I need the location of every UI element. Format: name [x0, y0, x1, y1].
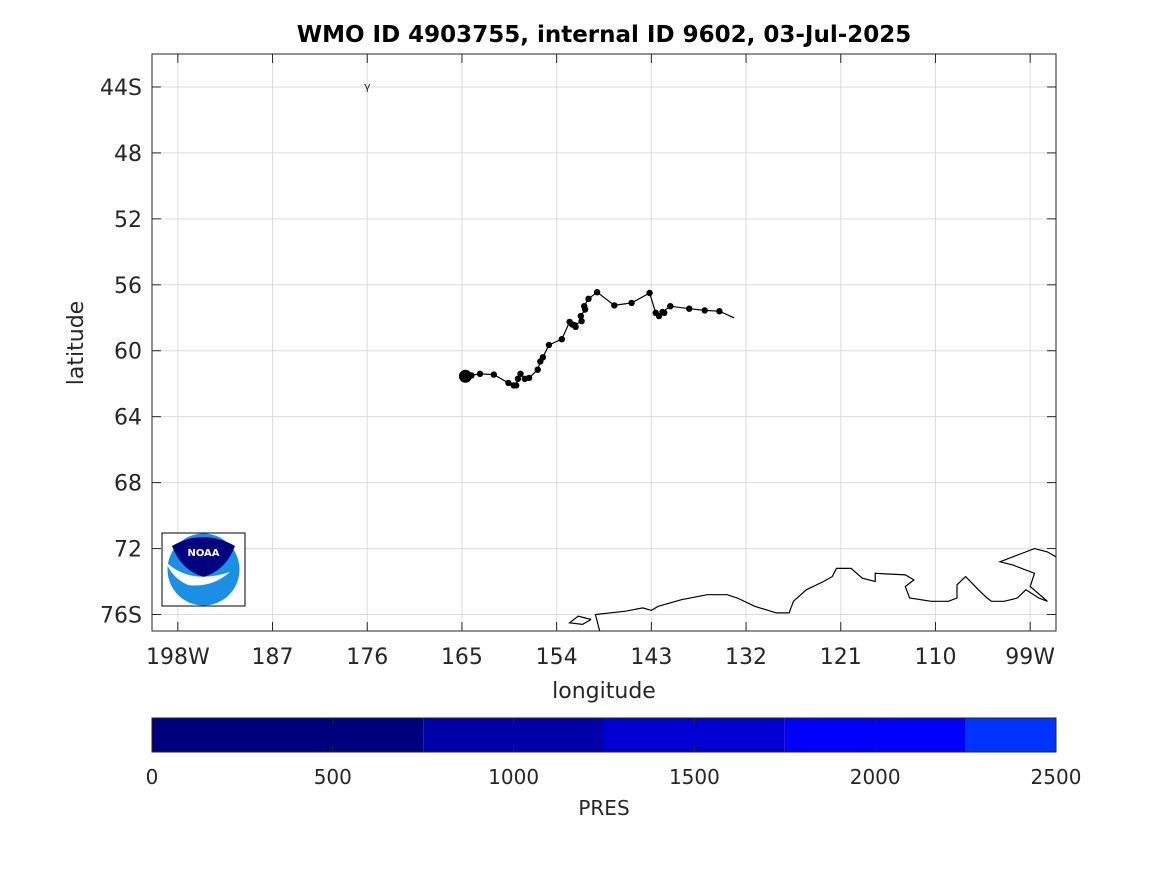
track-point [577, 312, 584, 320]
colorbar-tick-label: 2500 [1031, 765, 1082, 789]
track-point [716, 308, 723, 315]
y-tick-label: 68 [114, 472, 142, 497]
track-point [686, 305, 693, 312]
track-point [513, 382, 520, 389]
x-tick-label: 132 [725, 645, 767, 670]
x-tick-label: 143 [630, 645, 672, 670]
y-tick-label: 72 [114, 538, 142, 563]
x-tick-label: 198W [146, 645, 210, 670]
y-tick-label: 56 [114, 274, 142, 299]
y-axis-label: latitude [64, 301, 89, 385]
track-point [571, 322, 578, 329]
x-tick-label: 165 [441, 645, 483, 670]
track-point [701, 307, 708, 314]
plot-background [152, 54, 1056, 631]
x-tick-label: 187 [252, 645, 294, 670]
track-point [545, 341, 553, 349]
track-point [517, 370, 524, 377]
track-point [581, 303, 588, 310]
y-tick-label: 48 [114, 142, 142, 167]
island-path [568, 615, 592, 626]
track-start-point [458, 369, 472, 383]
x-tick-label: 176 [346, 645, 388, 670]
track-point [646, 289, 653, 297]
y-tick-label: 76S [100, 604, 142, 629]
x-tick-label: 154 [536, 645, 578, 670]
colorbar-segment [965, 718, 1056, 752]
track-point [611, 302, 618, 309]
colorbar-tick-label: 2000 [850, 765, 901, 789]
colorbar-tick-label: 1000 [488, 765, 539, 789]
logo-bird [172, 537, 235, 577]
track-point [667, 303, 674, 310]
track-point [593, 289, 601, 296]
colorbar-tick-label: 1500 [669, 765, 720, 789]
y-tick-label: 64 [114, 406, 142, 431]
axes: 198W 187 176 165 154 143 132 121 110 99W 44S 48 52 56… [100, 53, 1057, 670]
x-tick-label: 121 [820, 645, 862, 670]
colorbar-tick-label: 500 [314, 765, 352, 789]
axes-frame [151, 53, 1057, 632]
y-tick-label: 60 [114, 340, 142, 365]
track-point [534, 366, 541, 373]
track-point [490, 371, 497, 378]
track-point [539, 354, 547, 361]
map-title: WMO ID 4903755, internal ID 9602, 03-Jul… [297, 22, 912, 48]
float-track [458, 289, 735, 389]
track-point [659, 308, 666, 316]
track-point [558, 336, 565, 343]
x-axis-label: longitude [552, 679, 656, 704]
track-point [476, 370, 484, 377]
colorbar-label: PRES [578, 796, 629, 820]
x-tick-label: 110 [914, 645, 956, 670]
track-point [505, 379, 512, 387]
colorbar-frame [151, 717, 1057, 753]
coastline [568, 547, 1056, 631]
y-tick-label: 52 [114, 208, 142, 233]
plot-area: γ 198W 187 176 165 154 143 132 121 110 99W 44S 48 52… [100, 53, 1057, 670]
grid [152, 54, 1056, 631]
noaa-logo: NOAA [161, 532, 246, 607]
colorbar-segment [152, 718, 424, 752]
track-point [525, 374, 533, 382]
colorbar: 0 500 1000 1500 2000 2500 [146, 717, 1082, 789]
track-point [578, 317, 585, 325]
track-point [628, 299, 635, 307]
x-tick-label: 99W [1005, 645, 1055, 670]
logo-text: NOAA [187, 548, 219, 559]
coastline-path [594, 547, 1056, 631]
outlier-marker: γ [364, 80, 371, 93]
logo-wave [166, 562, 230, 586]
track-point [585, 295, 592, 302]
y-tick-label: 44S [100, 76, 142, 101]
track-point [514, 375, 522, 382]
colorbar-tick-label: 0 [146, 765, 159, 789]
